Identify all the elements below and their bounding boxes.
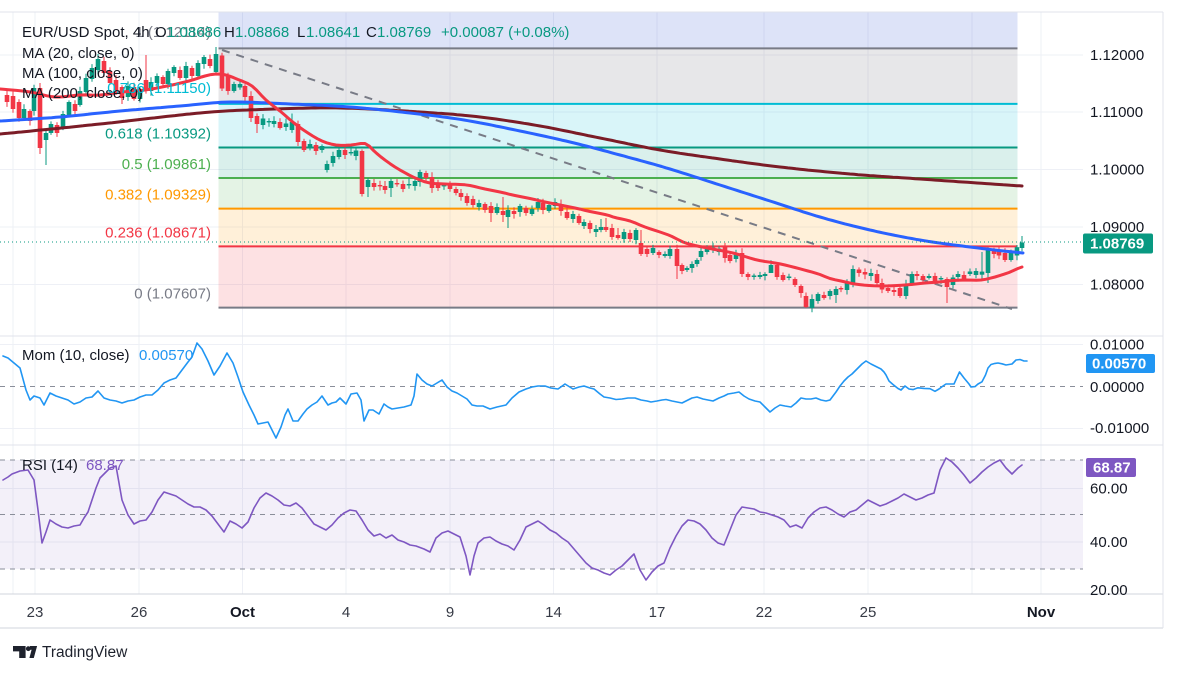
svg-text:1.08769: 1.08769: [1090, 236, 1144, 253]
svg-text:0.00000: 0.00000: [1090, 379, 1144, 396]
svg-text:0.236 (1.08671): 0.236 (1.08671): [105, 224, 211, 241]
svg-text:26: 26: [131, 604, 148, 621]
svg-text:MA (20, close, 0): MA (20, close, 0): [22, 45, 135, 62]
svg-text:1.08000: 1.08000: [1090, 277, 1144, 294]
svg-text:0.01000: 0.01000: [1090, 337, 1144, 354]
svg-text:0.382 (1.09329): 0.382 (1.09329): [105, 187, 211, 204]
svg-text:40.00: 40.00: [1090, 534, 1128, 551]
svg-text:4: 4: [342, 604, 350, 621]
svg-text:1.08769: 1.08769: [377, 24, 431, 41]
svg-text:1.08686: 1.08686: [167, 24, 221, 41]
svg-text:-0.01000: -0.01000: [1090, 420, 1149, 437]
svg-text:Nov: Nov: [1027, 604, 1056, 621]
svg-text:TradingView: TradingView: [42, 644, 128, 661]
svg-text:0.00570: 0.00570: [1092, 356, 1146, 373]
svg-text:68.87: 68.87: [1093, 460, 1131, 477]
svg-text:L: L: [297, 24, 305, 41]
svg-text:0.786 (1.11150): 0.786 (1.11150): [107, 80, 211, 97]
svg-text:H: H: [224, 24, 235, 41]
svg-text:1.09000: 1.09000: [1090, 219, 1144, 236]
svg-text:1.08868: 1.08868: [235, 24, 289, 41]
svg-text:9: 9: [446, 604, 454, 621]
svg-text:25: 25: [860, 604, 877, 621]
svg-text:22: 22: [756, 604, 773, 621]
svg-text:14: 14: [545, 604, 562, 621]
svg-text:1.12000: 1.12000: [1090, 47, 1144, 64]
svg-text:60.00: 60.00: [1090, 481, 1128, 498]
svg-text:EUR/USD Spot, 4h: EUR/USD Spot, 4h: [22, 24, 150, 41]
svg-text:MA (100, close, 0): MA (100, close, 0): [22, 65, 143, 82]
svg-text:1.08641: 1.08641: [306, 24, 360, 41]
svg-text:23: 23: [27, 604, 44, 621]
svg-text:1.10000: 1.10000: [1090, 162, 1144, 179]
svg-text:0.618 (1.10392): 0.618 (1.10392): [105, 126, 211, 143]
svg-text:O: O: [155, 24, 167, 41]
svg-text:RSI (14): RSI (14): [22, 457, 78, 474]
svg-text:C: C: [366, 24, 377, 41]
svg-text:17: 17: [649, 604, 666, 621]
svg-text:Mom (10, close): Mom (10, close): [22, 347, 130, 364]
svg-text:+0.00087 (+0.08%): +0.00087 (+0.08%): [441, 24, 569, 41]
svg-text:0.00570: 0.00570: [139, 347, 193, 364]
svg-text:0.5 (1.09861): 0.5 (1.09861): [122, 156, 211, 173]
svg-text:68.87: 68.87: [86, 457, 124, 474]
svg-text:20.00: 20.00: [1090, 582, 1128, 599]
svg-text:Oct: Oct: [230, 604, 255, 621]
svg-text:1.11000: 1.11000: [1090, 104, 1143, 121]
svg-text:1 (1.12114): 1 (1.12114): [135, 24, 211, 41]
svg-text:MA (200, close, 0): MA (200, close, 0): [22, 85, 143, 102]
svg-text:0 (1.07607): 0 (1.07607): [134, 286, 211, 303]
